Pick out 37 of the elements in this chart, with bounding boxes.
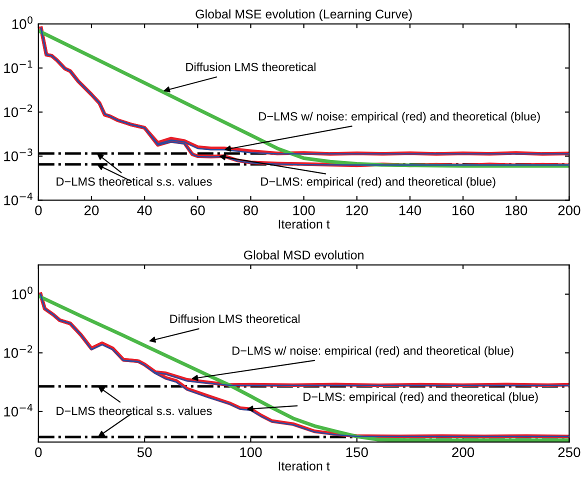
annotation: D−LMS w/ noise: empirical (red) and theoretical (blue) <box>232 346 514 358</box>
x-tick-label: 120 <box>346 205 368 216</box>
x-tick-label: 250 <box>558 447 580 458</box>
annotation: D−LMS: empirical (red) and theoretical (blue) <box>261 177 496 188</box>
x-tick-label: 40 <box>137 205 152 216</box>
annotation: D−LMS w/ noise: empirical (red) and theoretical (blue) <box>259 112 540 123</box>
y-tick-label: 10$^{−2}$ <box>4 104 32 118</box>
x-tick-label: 0 <box>35 447 42 458</box>
y-tick-label: 10$^{−3}$ <box>4 148 32 162</box>
annotation: Diffusion LMS theoretical <box>170 314 300 323</box>
annotation: D−LMS theoretical s.s. values <box>56 406 212 416</box>
x-tick-label: 200 <box>452 447 474 458</box>
y-tick-label: 10$^{−2}$ <box>4 345 32 358</box>
x-tick-label: 180 <box>506 205 528 216</box>
x-tick-label: 160 <box>452 205 474 216</box>
x-axis-title: Iteration t <box>278 461 330 470</box>
annotation: D−LMS theoretical s.s. values <box>56 177 212 186</box>
x-tick-label: 100 <box>240 447 262 458</box>
y-tick-label: 10$^{0}$ <box>12 16 32 30</box>
annotation: D−LMS: empirical (red) and theoretical (blue) <box>304 392 538 404</box>
chart-title: Global MSD evolution <box>244 250 364 260</box>
x-tick-label: 100 <box>293 205 315 216</box>
y-tick-label: 10$^{−4}$ <box>4 404 32 417</box>
x-tick-label: 80 <box>244 205 258 216</box>
x-tick-label: 50 <box>137 447 152 458</box>
x-tick-label: 20 <box>84 205 99 216</box>
chart-title: Global MSE evolution (Learning Curve) <box>196 9 412 21</box>
x-axis-title: Iteration t <box>278 219 330 229</box>
x-tick-label: 140 <box>399 205 422 216</box>
x-tick-label: 0 <box>35 205 42 216</box>
y-tick-label: 10$^{−1}$ <box>4 60 32 74</box>
x-tick-label: 200 <box>558 205 580 216</box>
x-tick-label: 150 <box>346 447 368 458</box>
x-tick-label: 60 <box>190 205 205 216</box>
y-tick-label: 10$^{0}$ <box>12 286 32 300</box>
annotation: Diffusion LMS theoretical <box>186 62 316 72</box>
y-tick-label: 10$^{−4}$ <box>4 192 32 206</box>
